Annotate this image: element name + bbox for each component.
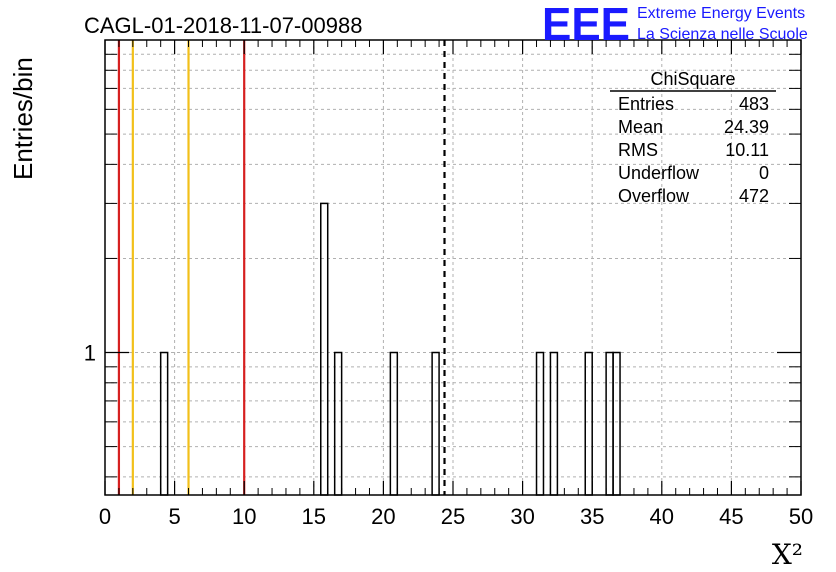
stats-title: ChiSquare <box>650 69 735 89</box>
x-tick-label: 0 <box>99 504 111 529</box>
x-tick-label: 30 <box>510 504 534 529</box>
logo-line-1: Extreme Energy Events <box>637 5 805 22</box>
histogram-bin <box>549 351 559 496</box>
x-tick-label: 25 <box>441 504 465 529</box>
stats-row-value: 0 <box>759 163 769 183</box>
histogram-bin <box>612 351 621 496</box>
logo-line-2: La Scienza nelle Scuole <box>637 26 808 43</box>
x-tick-label: 15 <box>302 504 326 529</box>
stats-rows: Entries 483 Mean 24.39 RMS 10.11 Underflow 0 Ove… <box>618 94 769 206</box>
stats-row-label: Overflow <box>618 186 690 206</box>
histogram-bins <box>159 202 621 496</box>
histogram-bin <box>584 351 593 496</box>
x-axis-label: X² <box>772 538 803 571</box>
x-tick-label: 40 <box>650 504 674 529</box>
stats-row-label: Entries <box>618 94 674 114</box>
logo-mark: EEE <box>542 0 630 50</box>
grid-lines <box>105 40 801 495</box>
stats-row-label: Mean <box>618 117 663 137</box>
chart-title: CAGL-01-2018-11-07-00988 <box>84 13 362 38</box>
x-tick-label: 35 <box>580 504 604 529</box>
eee-logo: EEE Extreme Energy Events La Scienza nel… <box>542 0 808 50</box>
x-tick-label: 50 <box>789 504 813 529</box>
y-axis-label: Entries/bin <box>8 57 38 180</box>
x-tick-label: 45 <box>719 504 743 529</box>
x-tick-label: 20 <box>371 504 395 529</box>
reference-lines <box>117 40 446 495</box>
histogram-bin <box>431 351 440 496</box>
histogram-bin <box>389 351 399 496</box>
stats-row-value: 483 <box>739 94 769 114</box>
stats-box: ChiSquare Entries 483 Mean 24.39 RMS 10.11 Und… <box>610 69 776 206</box>
histogram-bin <box>333 351 343 496</box>
stats-row-value: 472 <box>739 186 769 206</box>
x-tick-labels: 0 5 10 15 20 25 30 35 40 45 50 <box>99 504 813 529</box>
histogram-bin <box>535 351 545 496</box>
x-tick-label: 10 <box>232 504 256 529</box>
x-tick-label: 5 <box>168 504 180 529</box>
stats-row-label: RMS <box>618 140 658 160</box>
y-tick-labels: 1 <box>84 341 96 366</box>
y-tick-label: 1 <box>84 341 96 366</box>
histogram-bin <box>605 351 614 496</box>
histogram-bin <box>320 202 329 496</box>
axis-ticks <box>104 40 802 495</box>
stats-row-value: 24.39 <box>724 117 769 137</box>
stats-row-label: Underflow <box>618 163 700 183</box>
histogram-bin <box>159 351 169 496</box>
stats-row-value: 10.11 <box>725 140 769 160</box>
